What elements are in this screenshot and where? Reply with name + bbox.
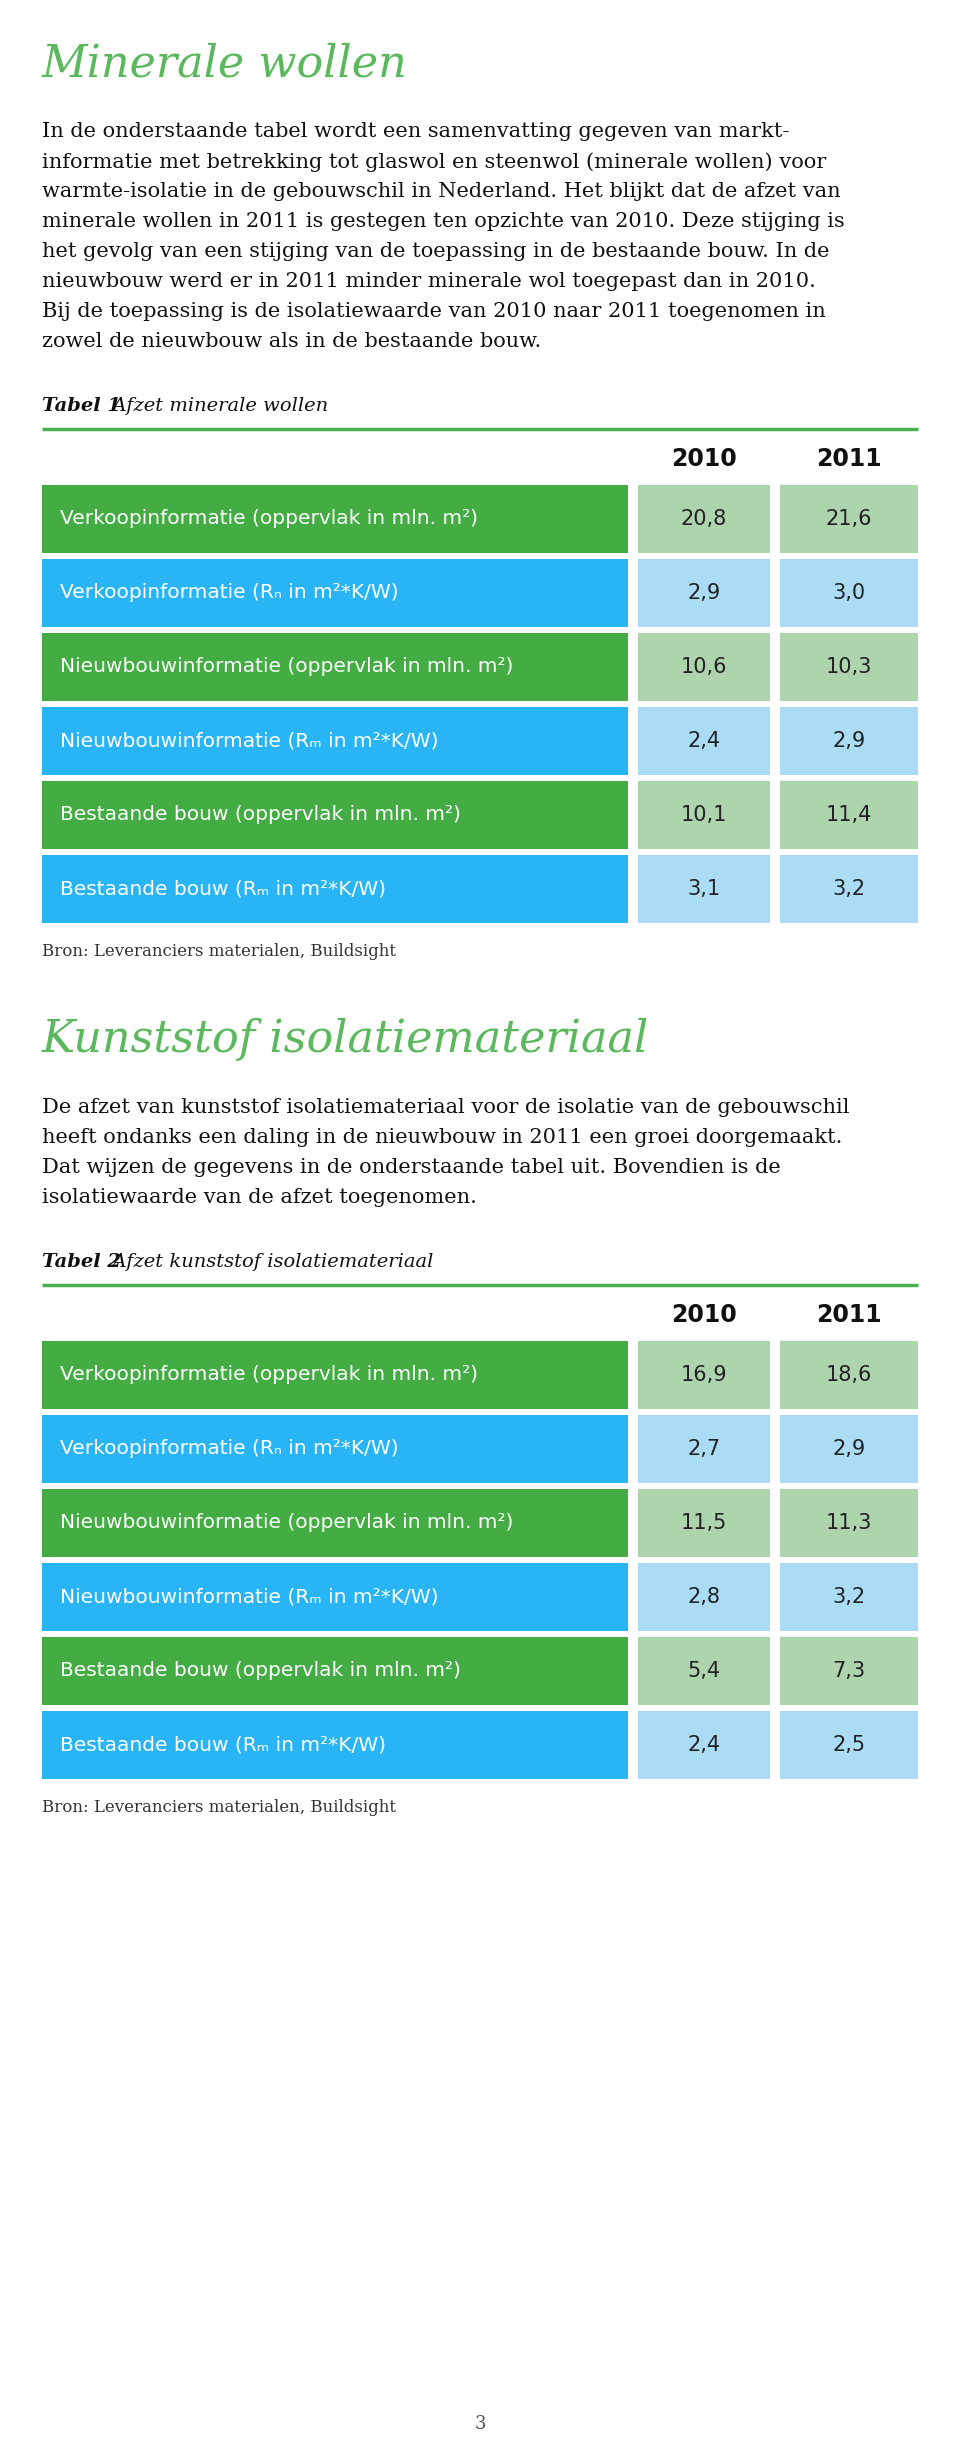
- Text: 3,2: 3,2: [832, 1587, 866, 1606]
- Text: Bestaande bouw (oppervlak in mln. m²): Bestaande bouw (oppervlak in mln. m²): [60, 1663, 461, 1680]
- Text: Nieuwbouwinformatie (Rₘ in m²*K/W): Nieuwbouwinformatie (Rₘ in m²*K/W): [60, 731, 439, 751]
- Text: 10,3: 10,3: [826, 658, 873, 677]
- Text: Bestaande bouw (oppervlak in mln. m²): Bestaande bouw (oppervlak in mln. m²): [60, 804, 461, 824]
- Text: Tabel 1: Tabel 1: [42, 396, 121, 416]
- Bar: [780, 1340, 918, 1408]
- Text: Verkoopinformatie (Rₙ in m²*K/W): Verkoopinformatie (Rₙ in m²*K/W): [60, 584, 398, 601]
- Bar: [42, 707, 628, 775]
- Text: 2,4: 2,4: [687, 731, 721, 751]
- Bar: [42, 1562, 628, 1631]
- Text: minerale wollen in 2011 is gestegen ten opzichte van 2010. Deze stijging is: minerale wollen in 2011 is gestegen ten …: [42, 213, 845, 230]
- Text: 2,9: 2,9: [687, 582, 721, 604]
- Text: Verkoopinformatie (Rₙ in m²*K/W): Verkoopinformatie (Rₙ in m²*K/W): [60, 1440, 398, 1460]
- Text: 7,3: 7,3: [832, 1660, 866, 1682]
- Bar: [42, 1638, 628, 1704]
- Bar: [780, 1712, 918, 1780]
- Text: 10,6: 10,6: [681, 658, 728, 677]
- Bar: [638, 633, 770, 702]
- Text: In de onderstaande tabel wordt een samenvatting gegeven van markt-: In de onderstaande tabel wordt een samen…: [42, 122, 789, 142]
- Text: De afzet van kunststof isolatiemateriaal voor de isolatie van de gebouwschil: De afzet van kunststof isolatiemateriaal…: [42, 1098, 850, 1117]
- Bar: [780, 1638, 918, 1704]
- Text: Bestaande bouw (Rₘ in m²*K/W): Bestaande bouw (Rₘ in m²*K/W): [60, 1736, 386, 1756]
- Text: 11,4: 11,4: [826, 804, 873, 824]
- Bar: [780, 633, 918, 702]
- Text: 5,4: 5,4: [687, 1660, 721, 1682]
- Bar: [638, 1712, 770, 1780]
- Bar: [638, 1562, 770, 1631]
- Bar: [42, 633, 628, 702]
- Text: informatie met betrekking tot glaswol en steenwol (minerale wollen) voor: informatie met betrekking tot glaswol en…: [42, 152, 827, 171]
- Text: Verkoopinformatie (oppervlak in mln. m²): Verkoopinformatie (oppervlak in mln. m²): [60, 1364, 478, 1384]
- Text: het gevolg van een stijging van de toepassing in de bestaande bouw. In de: het gevolg van een stijging van de toepa…: [42, 242, 829, 262]
- Bar: [42, 1340, 628, 1408]
- Bar: [780, 780, 918, 848]
- Bar: [780, 856, 918, 924]
- Bar: [780, 560, 918, 626]
- Text: warmte-isolatie in de gebouwschil in Nederland. Het blijkt dat de afzet van: warmte-isolatie in de gebouwschil in Ned…: [42, 181, 841, 200]
- Text: heeft ondanks een daling in de nieuwbouw in 2011 een groei doorgemaakt.: heeft ondanks een daling in de nieuwbouw…: [42, 1127, 842, 1147]
- Bar: [780, 707, 918, 775]
- Text: Kunststof isolatiemateriaal: Kunststof isolatiemateriaal: [42, 1017, 649, 1061]
- Text: 16,9: 16,9: [681, 1364, 728, 1384]
- Text: 21,6: 21,6: [826, 509, 873, 528]
- Text: Verkoopinformatie (oppervlak in mln. m²): Verkoopinformatie (oppervlak in mln. m²): [60, 509, 478, 528]
- Text: Tabel 2: Tabel 2: [42, 1252, 121, 1271]
- Text: Bij de toepassing is de isolatiewaarde van 2010 naar 2011 toegenomen in: Bij de toepassing is de isolatiewaarde v…: [42, 303, 826, 320]
- Text: 2,5: 2,5: [832, 1736, 866, 1756]
- Text: 3,0: 3,0: [832, 582, 866, 604]
- Bar: [638, 856, 770, 924]
- Bar: [42, 1489, 628, 1557]
- Text: 3,1: 3,1: [687, 880, 721, 900]
- Bar: [780, 484, 918, 553]
- Bar: [638, 1416, 770, 1484]
- Text: 2,8: 2,8: [687, 1587, 721, 1606]
- Bar: [638, 780, 770, 848]
- Text: 2,4: 2,4: [687, 1736, 721, 1756]
- Bar: [638, 1340, 770, 1408]
- Bar: [42, 560, 628, 626]
- Bar: [638, 1489, 770, 1557]
- Text: Afzet kunststof isolatiemateriaal: Afzet kunststof isolatiemateriaal: [100, 1252, 433, 1271]
- Text: Bestaande bouw (Rₘ in m²*K/W): Bestaande bouw (Rₘ in m²*K/W): [60, 880, 386, 897]
- Text: Dat wijzen de gegevens in de onderstaande tabel uit. Bovendien is de: Dat wijzen de gegevens in de onderstaand…: [42, 1159, 780, 1176]
- Text: 20,8: 20,8: [681, 509, 727, 528]
- Text: 2,9: 2,9: [832, 731, 866, 751]
- Bar: [638, 560, 770, 626]
- Text: Bron: Leveranciers materialen, Buildsight: Bron: Leveranciers materialen, Buildsigh…: [42, 944, 396, 961]
- Bar: [42, 856, 628, 924]
- Bar: [638, 484, 770, 553]
- Bar: [42, 780, 628, 848]
- Text: 2,7: 2,7: [687, 1440, 721, 1460]
- Bar: [780, 1489, 918, 1557]
- Text: isolatiewaarde van de afzet toegenomen.: isolatiewaarde van de afzet toegenomen.: [42, 1188, 477, 1208]
- Bar: [780, 1562, 918, 1631]
- Bar: [42, 1416, 628, 1484]
- Text: 2011: 2011: [816, 447, 882, 472]
- Bar: [42, 1712, 628, 1780]
- Bar: [638, 1638, 770, 1704]
- Text: 2011: 2011: [816, 1303, 882, 1328]
- Text: 10,1: 10,1: [681, 804, 727, 824]
- Text: 11,3: 11,3: [826, 1513, 873, 1533]
- Text: 3,2: 3,2: [832, 880, 866, 900]
- Text: zowel de nieuwbouw als in de bestaande bouw.: zowel de nieuwbouw als in de bestaande b…: [42, 333, 541, 352]
- Text: 18,6: 18,6: [826, 1364, 873, 1384]
- Text: 2010: 2010: [671, 447, 737, 472]
- Text: Nieuwbouwinformatie (Rₘ in m²*K/W): Nieuwbouwinformatie (Rₘ in m²*K/W): [60, 1587, 439, 1606]
- Text: nieuwbouw werd er in 2011 minder minerale wol toegepast dan in 2010.: nieuwbouw werd er in 2011 minder mineral…: [42, 271, 816, 291]
- Bar: [42, 484, 628, 553]
- Text: 11,5: 11,5: [681, 1513, 727, 1533]
- Text: 2,9: 2,9: [832, 1440, 866, 1460]
- Text: 3: 3: [474, 2416, 486, 2433]
- Bar: [638, 707, 770, 775]
- Text: Bron: Leveranciers materialen, Buildsight: Bron: Leveranciers materialen, Buildsigh…: [42, 1800, 396, 1817]
- Text: Nieuwbouwinformatie (oppervlak in mln. m²): Nieuwbouwinformatie (oppervlak in mln. m…: [60, 658, 514, 677]
- Text: Minerale wollen: Minerale wollen: [42, 42, 408, 86]
- Text: Afzet minerale wollen: Afzet minerale wollen: [100, 396, 328, 416]
- Text: 2010: 2010: [671, 1303, 737, 1328]
- Text: Nieuwbouwinformatie (oppervlak in mln. m²): Nieuwbouwinformatie (oppervlak in mln. m…: [60, 1513, 514, 1533]
- Bar: [780, 1416, 918, 1484]
